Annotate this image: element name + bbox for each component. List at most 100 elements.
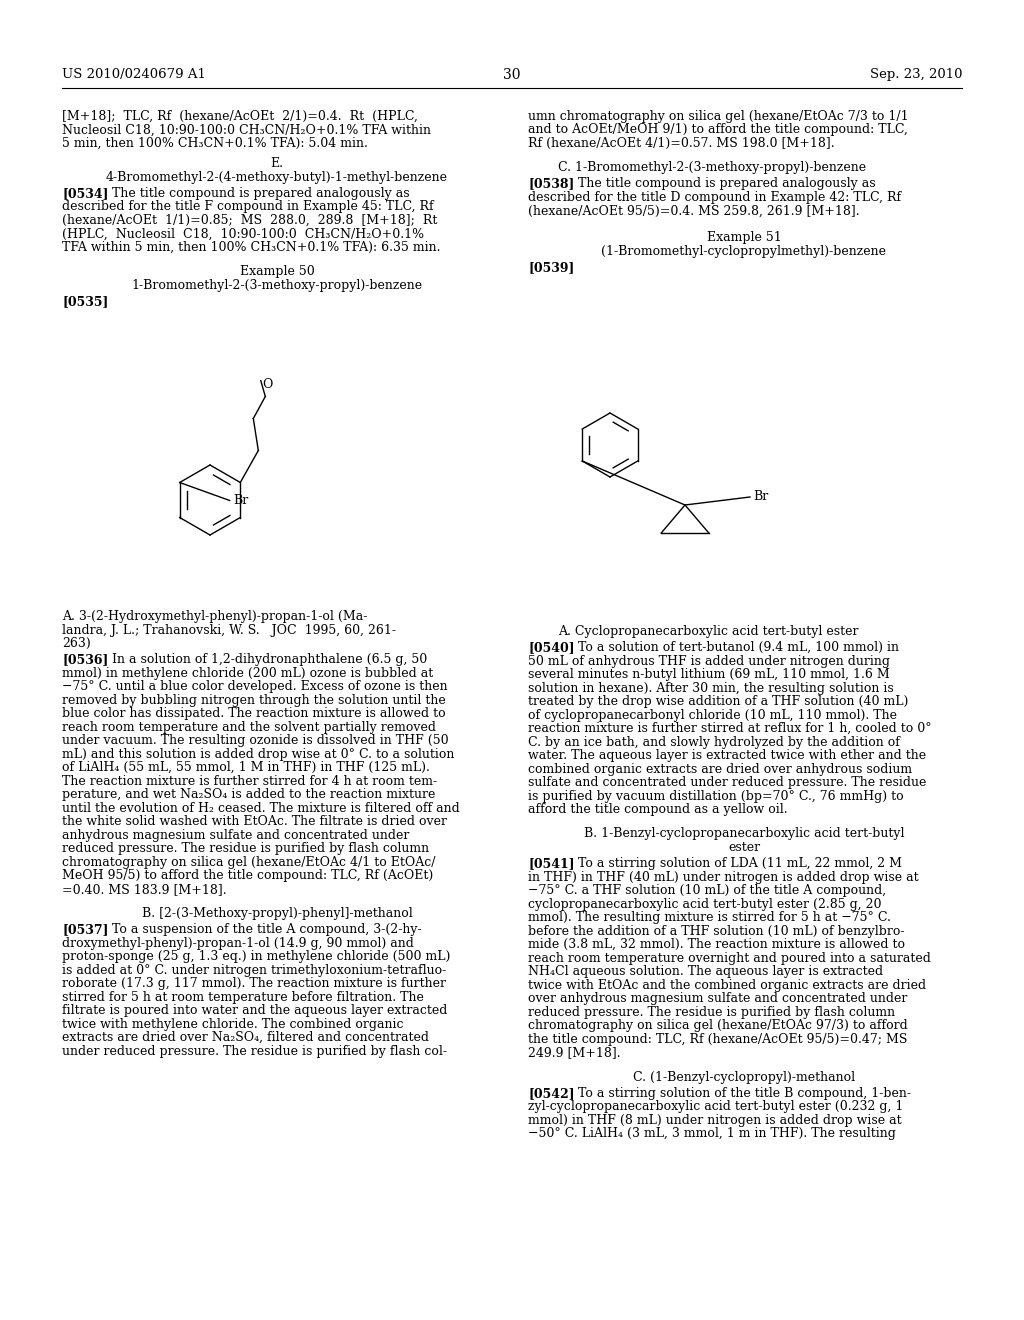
Text: anhydrous magnesium sulfate and concentrated under: anhydrous magnesium sulfate and concentr… xyxy=(62,829,410,842)
Text: described for the title F compound in Example 45: TLC, Rf: described for the title F compound in Ex… xyxy=(62,201,433,214)
Text: US 2010/0240679 A1: US 2010/0240679 A1 xyxy=(62,69,206,81)
Text: chromatography on silica gel (hexane/EtOAc 97/3) to afford: chromatography on silica gel (hexane/EtO… xyxy=(528,1019,907,1032)
Text: before the addition of a THF solution (10 mL) of benzylbro-: before the addition of a THF solution (1… xyxy=(528,925,904,937)
Text: B. [2-(3-Methoxy-propyl)-phenyl]-methanol: B. [2-(3-Methoxy-propyl)-phenyl]-methano… xyxy=(141,907,413,920)
Text: under reduced pressure. The residue is purified by flash col-: under reduced pressure. The residue is p… xyxy=(62,1044,447,1057)
Text: A. 3-(2-Hydroxymethyl-phenyl)-propan-1-ol (Ma-: A. 3-(2-Hydroxymethyl-phenyl)-propan-1-o… xyxy=(62,610,368,623)
Text: The reaction mixture is further stirred for 4 h at room tem-: The reaction mixture is further stirred … xyxy=(62,775,437,788)
Text: is added at 0° C. under nitrogen trimethyloxonium-tetrafluo-: is added at 0° C. under nitrogen trimeth… xyxy=(62,964,446,977)
Text: [0536]: [0536] xyxy=(62,653,109,667)
Text: −50° C. LiAlH₄ (3 mL, 3 mmol, 1 m in THF). The resulting: −50° C. LiAlH₄ (3 mL, 3 mmol, 1 m in THF… xyxy=(528,1127,896,1140)
Text: Rf (hexane/AcOEt 4/1)=0.57. MS 198.0 [M+18].: Rf (hexane/AcOEt 4/1)=0.57. MS 198.0 [M+… xyxy=(528,137,835,150)
Text: of LiAlH₄ (55 mL, 55 mmol, 1 M in THF) in THF (125 mL).: of LiAlH₄ (55 mL, 55 mmol, 1 M in THF) i… xyxy=(62,762,430,775)
Text: C. 1-Bromomethyl-2-(3-methoxy-propyl)-benzene: C. 1-Bromomethyl-2-(3-methoxy-propyl)-be… xyxy=(558,161,866,174)
Text: To a stirring solution of the title B compound, 1-ben-: To a stirring solution of the title B co… xyxy=(578,1086,911,1100)
Text: landra, J. L.; Trahanovski, W. S.   JOC  1995, 60, 261-: landra, J. L.; Trahanovski, W. S. JOC 19… xyxy=(62,623,396,636)
Text: perature, and wet Na₂SO₄ is added to the reaction mixture: perature, and wet Na₂SO₄ is added to the… xyxy=(62,788,435,801)
Text: Example 50: Example 50 xyxy=(240,265,314,279)
Text: sulfate and concentrated under reduced pressure. The residue: sulfate and concentrated under reduced p… xyxy=(528,776,927,789)
Text: in THF) in THF (40 mL) under nitrogen is added drop wise at: in THF) in THF (40 mL) under nitrogen is… xyxy=(528,871,919,883)
Text: 263): 263) xyxy=(62,638,91,649)
Text: (hexane/AcOEt  1/1)=0.85;  MS  288.0,  289.8  [M+18];  Rt: (hexane/AcOEt 1/1)=0.85; MS 288.0, 289.8… xyxy=(62,214,437,227)
Text: umn chromatography on silica gel (hexane/EtOAc 7/3 to 1/1: umn chromatography on silica gel (hexane… xyxy=(528,110,908,123)
Text: Sep. 23, 2010: Sep. 23, 2010 xyxy=(869,69,962,81)
Text: 5 min, then 100% CH₃CN+0.1% TFA): 5.04 min.: 5 min, then 100% CH₃CN+0.1% TFA): 5.04 m… xyxy=(62,137,368,150)
Text: water. The aqueous layer is extracted twice with ether and the: water. The aqueous layer is extracted tw… xyxy=(528,750,926,762)
Text: reach room temperature overnight and poured into a saturated: reach room temperature overnight and pou… xyxy=(528,952,931,965)
Text: O: O xyxy=(262,378,272,391)
Text: and to AcOEt/MeOH 9/1) to afford the title compound: TLC,: and to AcOEt/MeOH 9/1) to afford the tit… xyxy=(528,124,908,136)
Text: solution in hexane). After 30 min, the resulting solution is: solution in hexane). After 30 min, the r… xyxy=(528,681,894,694)
Text: −75° C. a THF solution (10 mL) of the title A compound,: −75° C. a THF solution (10 mL) of the ti… xyxy=(528,884,886,898)
Text: (HPLC,  Nucleosil  C18,  10:90-100:0  CH₃CN/H₂O+0.1%: (HPLC, Nucleosil C18, 10:90-100:0 CH₃CN/… xyxy=(62,227,424,240)
Text: 50 mL of anhydrous THF is added under nitrogen during: 50 mL of anhydrous THF is added under ni… xyxy=(528,655,890,668)
Text: B. 1-Benzyl-cyclopropanecarboxylic acid tert-butyl: B. 1-Benzyl-cyclopropanecarboxylic acid … xyxy=(584,828,904,841)
Text: The title compound is prepared analogously as: The title compound is prepared analogous… xyxy=(112,187,410,199)
Text: (1-Bromomethyl-cyclopropylmethyl)-benzene: (1-Bromomethyl-cyclopropylmethyl)-benzen… xyxy=(601,246,887,257)
Text: mmol) in THF (8 mL) under nitrogen is added drop wise at: mmol) in THF (8 mL) under nitrogen is ad… xyxy=(528,1114,901,1127)
Text: MeOH 95/5) to afford the title compound: TLC, Rf (AcOEt): MeOH 95/5) to afford the title compound:… xyxy=(62,869,433,882)
Text: extracts are dried over Na₂SO₄, filtered and concentrated: extracts are dried over Na₂SO₄, filtered… xyxy=(62,1031,429,1044)
Text: NH₄Cl aqueous solution. The aqueous layer is extracted: NH₄Cl aqueous solution. The aqueous laye… xyxy=(528,965,883,978)
Text: mL) and this solution is added drop wise at 0° C. to a solution: mL) and this solution is added drop wise… xyxy=(62,747,455,760)
Text: the white solid washed with EtOAc. The filtrate is dried over: the white solid washed with EtOAc. The f… xyxy=(62,816,447,828)
Text: droxymethyl-phenyl)-propan-1-ol (14.9 g, 90 mmol) and: droxymethyl-phenyl)-propan-1-ol (14.9 g,… xyxy=(62,937,414,949)
Text: cyclopropanecarboxylic acid tert-butyl ester (2.85 g, 20: cyclopropanecarboxylic acid tert-butyl e… xyxy=(528,898,882,911)
Text: afford the title compound as a yellow oil.: afford the title compound as a yellow oi… xyxy=(528,803,787,816)
Text: reduced pressure. The residue is purified by flash column: reduced pressure. The residue is purifie… xyxy=(528,1006,895,1019)
Text: 1-Bromomethyl-2-(3-methoxy-propyl)-benzene: 1-Bromomethyl-2-(3-methoxy-propyl)-benze… xyxy=(131,279,423,292)
Text: reach room temperature and the solvent partially removed: reach room temperature and the solvent p… xyxy=(62,721,436,734)
Text: [0541]: [0541] xyxy=(528,857,574,870)
Text: To a stirring solution of LDA (11 mL, 22 mmol, 2 M: To a stirring solution of LDA (11 mL, 22… xyxy=(578,857,902,870)
Text: roborate (17.3 g, 117 mmol). The reaction mixture is further: roborate (17.3 g, 117 mmol). The reactio… xyxy=(62,977,446,990)
Text: To a suspension of the title A compound, 3-(2-hy-: To a suspension of the title A compound,… xyxy=(112,923,422,936)
Text: [0542]: [0542] xyxy=(528,1086,574,1100)
Text: [0540]: [0540] xyxy=(528,642,574,655)
Text: zyl-cyclopropanecarboxylic acid tert-butyl ester (0.232 g, 1: zyl-cyclopropanecarboxylic acid tert-but… xyxy=(528,1100,903,1113)
Text: described for the title D compound in Example 42: TLC, Rf: described for the title D compound in Ex… xyxy=(528,191,901,205)
Text: of cyclopropanecarbonyl chloride (10 mL, 110 mmol). The: of cyclopropanecarbonyl chloride (10 mL,… xyxy=(528,709,897,722)
Text: several minutes n-butyl lithium (69 mL, 110 mmol, 1.6 M: several minutes n-butyl lithium (69 mL, … xyxy=(528,668,890,681)
Text: mmol) in methylene chloride (200 mL) ozone is bubbled at: mmol) in methylene chloride (200 mL) ozo… xyxy=(62,667,433,680)
Text: until the evolution of H₂ ceased. The mixture is filtered off and: until the evolution of H₂ ceased. The mi… xyxy=(62,801,460,814)
Text: [0535]: [0535] xyxy=(62,294,109,308)
Text: reaction mixture is further stirred at reflux for 1 h, cooled to 0°: reaction mixture is further stirred at r… xyxy=(528,722,932,735)
Text: 4-Bromomethyl-2-(4-methoxy-butyl)-1-methyl-benzene: 4-Bromomethyl-2-(4-methoxy-butyl)-1-meth… xyxy=(106,170,449,183)
Text: proton-sponge (25 g, 1.3 eq.) in methylene chloride (500 mL): proton-sponge (25 g, 1.3 eq.) in methyle… xyxy=(62,950,451,964)
Text: To a solution of tert-butanol (9.4 mL, 100 mmol) in: To a solution of tert-butanol (9.4 mL, 1… xyxy=(578,642,899,655)
Text: Br: Br xyxy=(753,491,768,503)
Text: twice with methylene chloride. The combined organic: twice with methylene chloride. The combi… xyxy=(62,1018,403,1031)
Text: removed by bubbling nitrogen through the solution until the: removed by bubbling nitrogen through the… xyxy=(62,694,445,706)
Text: 249.9 [M+18].: 249.9 [M+18]. xyxy=(528,1047,621,1059)
Text: over anhydrous magnesium sulfate and concentrated under: over anhydrous magnesium sulfate and con… xyxy=(528,993,907,1006)
Text: Nucleosil C18, 10:90-100:0 CH₃CN/H₂O+0.1% TFA within: Nucleosil C18, 10:90-100:0 CH₃CN/H₂O+0.1… xyxy=(62,124,431,136)
Text: The title compound is prepared analogously as: The title compound is prepared analogous… xyxy=(578,177,876,190)
Text: ester: ester xyxy=(728,841,760,854)
Text: treated by the drop wise addition of a THF solution (40 mL): treated by the drop wise addition of a T… xyxy=(528,696,908,709)
Text: filtrate is poured into water and the aqueous layer extracted: filtrate is poured into water and the aq… xyxy=(62,1005,447,1018)
Text: −75° C. until a blue color developed. Excess of ozone is then: −75° C. until a blue color developed. Ex… xyxy=(62,680,447,693)
Text: mmol). The resulting mixture is stirred for 5 h at −75° C.: mmol). The resulting mixture is stirred … xyxy=(528,911,891,924)
Text: [0538]: [0538] xyxy=(528,177,574,190)
Text: chromatography on silica gel (hexane/EtOAc 4/1 to EtOAc/: chromatography on silica gel (hexane/EtO… xyxy=(62,855,435,869)
Text: Example 51: Example 51 xyxy=(707,231,781,244)
Text: blue color has dissipated. The reaction mixture is allowed to: blue color has dissipated. The reaction … xyxy=(62,708,445,721)
Text: [0534]: [0534] xyxy=(62,187,109,199)
Text: TFA within 5 min, then 100% CH₃CN+0.1% TFA): 6.35 min.: TFA within 5 min, then 100% CH₃CN+0.1% T… xyxy=(62,242,440,253)
Text: Br: Br xyxy=(233,494,249,507)
Text: A. Cyclopropanecarboxylic acid tert-butyl ester: A. Cyclopropanecarboxylic acid tert-buty… xyxy=(558,624,858,638)
Text: the title compound: TLC, Rf (hexane/AcOEt 95/5)=0.47; MS: the title compound: TLC, Rf (hexane/AcOE… xyxy=(528,1032,907,1045)
Text: [0539]: [0539] xyxy=(528,261,574,275)
Text: In a solution of 1,2-dihydronaphthalene (6.5 g, 50: In a solution of 1,2-dihydronaphthalene … xyxy=(112,653,427,667)
Text: [0537]: [0537] xyxy=(62,923,109,936)
Text: C. by an ice bath, and slowly hydrolyzed by the addition of: C. by an ice bath, and slowly hydrolyzed… xyxy=(528,735,900,748)
Text: [M+18];  TLC, Rf  (hexane/AcOEt  2/1)=0.4.  Rt  (HPLC,: [M+18]; TLC, Rf (hexane/AcOEt 2/1)=0.4. … xyxy=(62,110,418,123)
Text: combined organic extracts are dried over anhydrous sodium: combined organic extracts are dried over… xyxy=(528,763,912,776)
Text: twice with EtOAc and the combined organic extracts are dried: twice with EtOAc and the combined organi… xyxy=(528,978,926,991)
Text: =0.40. MS 183.9 [M+18].: =0.40. MS 183.9 [M+18]. xyxy=(62,883,226,896)
Text: under vacuum. The resulting ozonide is dissolved in THF (50: under vacuum. The resulting ozonide is d… xyxy=(62,734,449,747)
Text: (hexane/AcOEt 95/5)=0.4. MS 259.8, 261.9 [M+18].: (hexane/AcOEt 95/5)=0.4. MS 259.8, 261.9… xyxy=(528,205,859,218)
Text: 30: 30 xyxy=(503,69,521,82)
Text: mide (3.8 mL, 32 mmol). The reaction mixture is allowed to: mide (3.8 mL, 32 mmol). The reaction mix… xyxy=(528,939,905,952)
Text: E.: E. xyxy=(270,157,284,170)
